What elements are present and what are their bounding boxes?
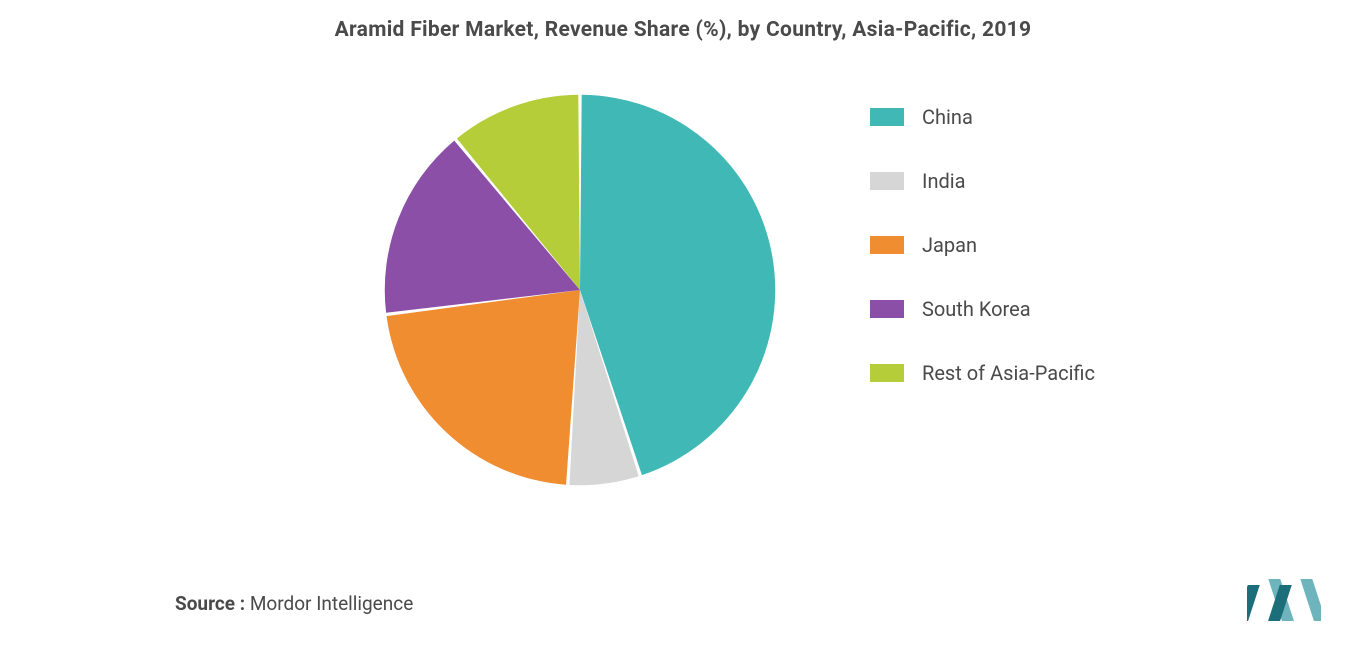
source-name: Mordor Intelligence	[250, 592, 413, 615]
pie-slice	[387, 290, 580, 485]
legend: China India Japan South Korea Rest of Asia-P…	[870, 105, 1095, 385]
mordor-logo-icon	[1247, 575, 1321, 621]
legend-label: China	[922, 105, 973, 129]
legend-swatch	[870, 108, 904, 126]
chart-title: Aramid Fiber Market, Revenue Share (%), …	[0, 18, 1366, 42]
legend-item: Japan	[870, 233, 1095, 257]
pie-svg	[375, 85, 785, 495]
legend-swatch	[870, 300, 904, 318]
legend-label: South Korea	[922, 297, 1031, 321]
legend-label: Japan	[922, 233, 977, 257]
brand-logo	[1247, 575, 1321, 625]
legend-item: India	[870, 169, 1095, 193]
legend-label: Rest of Asia-Pacific	[922, 361, 1095, 385]
chart-container: Aramid Fiber Market, Revenue Share (%), …	[0, 0, 1366, 655]
legend-swatch	[870, 236, 904, 254]
source-prefix: Source :	[175, 592, 250, 615]
source-line: Source : Mordor Intelligence	[175, 592, 413, 615]
legend-item: Rest of Asia-Pacific	[870, 361, 1095, 385]
legend-swatch	[870, 172, 904, 190]
legend-item: South Korea	[870, 297, 1095, 321]
legend-item: China	[870, 105, 1095, 129]
legend-swatch	[870, 364, 904, 382]
pie-chart	[375, 85, 785, 495]
legend-label: India	[922, 169, 966, 193]
